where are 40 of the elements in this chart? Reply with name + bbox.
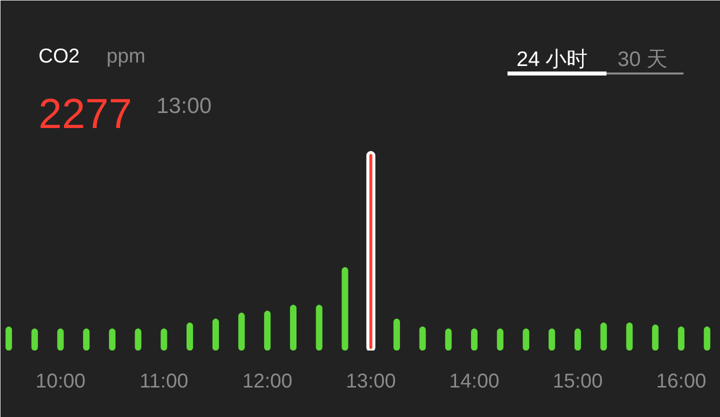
bar <box>57 328 64 350</box>
bar <box>496 328 504 350</box>
x-tick-label: 13:00 <box>346 370 396 392</box>
bar <box>160 328 168 350</box>
x-tick-label: 15:00 <box>552 370 603 392</box>
bar <box>419 326 426 350</box>
bar <box>316 304 322 350</box>
bar <box>6 326 12 350</box>
bar <box>186 322 194 350</box>
x-tick-label: 12:00 <box>242 370 292 392</box>
bar <box>678 326 684 350</box>
chart-title: CO2 <box>38 46 80 68</box>
bar <box>342 267 348 350</box>
text: 24 小时 <box>516 48 588 71</box>
text: ppm <box>106 46 146 68</box>
bar <box>548 328 556 350</box>
bar <box>108 328 116 350</box>
bar <box>574 328 581 350</box>
bar <box>290 304 297 350</box>
bar <box>626 322 633 350</box>
bar <box>522 328 530 350</box>
bar <box>83 328 90 350</box>
bar <box>600 322 607 350</box>
text: 2277 <box>38 90 132 137</box>
x-tick-label: 10:00 <box>35 370 86 392</box>
bar <box>471 328 478 350</box>
text: 30 天 <box>618 48 668 71</box>
bar <box>31 328 38 350</box>
bar <box>238 312 245 350</box>
bar <box>393 318 400 350</box>
bar <box>652 324 659 350</box>
x-tick-label: 14:00 <box>449 370 500 392</box>
bar <box>445 328 452 350</box>
bar <box>704 326 710 350</box>
bar <box>134 328 142 350</box>
text: 13:00 <box>156 93 212 118</box>
bar <box>264 310 271 350</box>
x-tick-label: 16:00 <box>656 370 706 392</box>
x-tick-label: 11:00 <box>140 370 188 392</box>
bar <box>212 318 219 350</box>
